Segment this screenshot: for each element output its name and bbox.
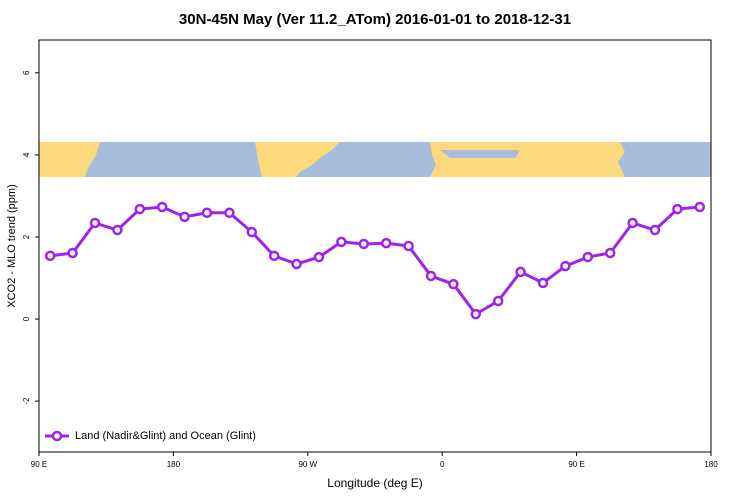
data-point — [515, 266, 526, 278]
y-axis-label: XCO2 - MLO trend (ppm) — [6, 184, 18, 307]
data-point — [672, 203, 683, 215]
data-point — [560, 260, 571, 272]
data-point — [537, 277, 549, 289]
x-tick-label: 90 E — [31, 460, 47, 469]
legend-marker — [51, 430, 63, 442]
data-point — [604, 247, 616, 259]
data-point — [268, 250, 280, 262]
data-point — [627, 217, 638, 229]
data-point — [134, 203, 146, 215]
x-tick-label: 90 W — [298, 460, 317, 469]
y-tick-label: 6 — [22, 70, 31, 75]
data-point — [89, 217, 101, 229]
data-point — [313, 251, 325, 263]
data-point — [380, 237, 392, 249]
series-line — [50, 205, 700, 317]
x-tick-label: 90 E — [568, 460, 584, 469]
data-point — [492, 295, 504, 307]
plot-frame — [38, 39, 712, 453]
data-point — [44, 250, 56, 262]
data-point — [67, 247, 78, 259]
data-point — [224, 207, 235, 219]
x-tick-label: 180 — [167, 460, 181, 469]
y-tick-label: -2 — [22, 397, 31, 405]
x-tick-label: 180 — [704, 460, 718, 469]
chart-title: 30N-45N May (Ver 11.2_ATom) 2016-01-01 t… — [179, 11, 571, 28]
x-tick-label: 0 — [440, 460, 445, 469]
data-point — [403, 240, 414, 252]
map-strip — [39, 142, 711, 177]
data-point — [470, 308, 482, 320]
data-point — [112, 224, 123, 236]
data-point — [336, 236, 347, 248]
data-point — [156, 201, 168, 213]
data-point — [179, 211, 190, 223]
data-point — [358, 238, 370, 250]
data-point — [649, 224, 661, 236]
data-point — [694, 201, 706, 213]
data-point — [201, 207, 213, 219]
y-tick-label: 0 — [22, 316, 31, 321]
data-point — [425, 270, 437, 282]
x-axis-label: Longitude (deg E) — [327, 476, 422, 490]
y-tick-label: 4 — [22, 152, 31, 157]
y-tick-label: 2 — [22, 234, 31, 239]
data-point — [291, 258, 302, 270]
data-point — [246, 226, 258, 238]
data-point — [448, 278, 459, 290]
data-point — [582, 251, 594, 263]
legend-label: Land (Nadir&Glint) and Ocean (Glint) — [75, 430, 256, 442]
